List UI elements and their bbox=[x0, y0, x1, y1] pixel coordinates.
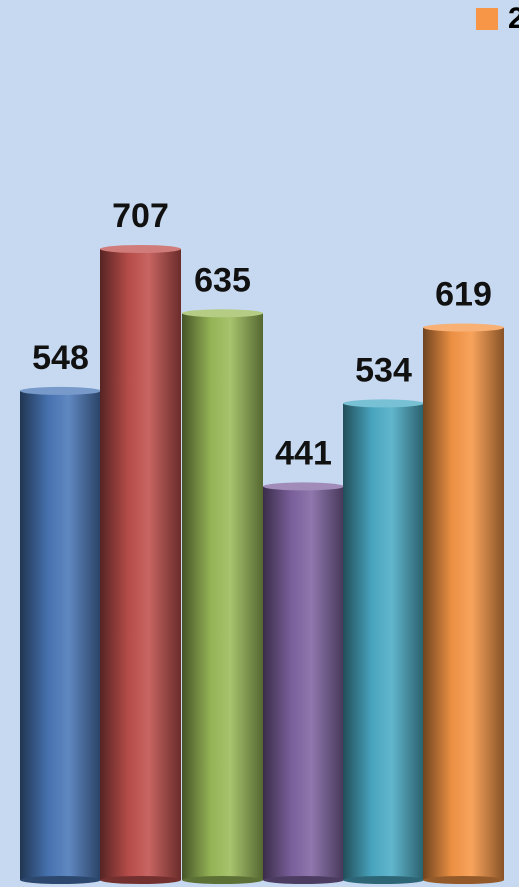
bar-group bbox=[20, 245, 504, 884]
bar-6-top bbox=[423, 323, 504, 332]
bar-5-top bbox=[343, 399, 424, 408]
bar-5-base bbox=[343, 876, 424, 884]
bar-1-base bbox=[20, 876, 101, 884]
bar-6-base bbox=[423, 876, 504, 884]
bar-3-base bbox=[182, 876, 263, 884]
data-label-3: 635 bbox=[194, 261, 251, 299]
bar-3 bbox=[182, 313, 263, 880]
data-label-6: 619 bbox=[435, 276, 492, 314]
bar-4-base bbox=[263, 876, 344, 884]
bar-4 bbox=[263, 486, 344, 880]
bar-2 bbox=[100, 249, 181, 880]
bar-2-base bbox=[100, 876, 181, 884]
bar-6 bbox=[423, 327, 504, 881]
legend-marker bbox=[476, 8, 498, 30]
data-label-5: 534 bbox=[355, 351, 412, 389]
data-label-4: 441 bbox=[275, 434, 332, 472]
data-label-group: 548 707 635 441 534 619 bbox=[32, 197, 492, 472]
data-label-1: 548 bbox=[32, 339, 89, 377]
bar-5 bbox=[343, 403, 424, 880]
bar-1 bbox=[20, 390, 101, 880]
data-label-2: 707 bbox=[112, 197, 169, 235]
bar-3-top bbox=[182, 309, 263, 318]
bar-4-top bbox=[263, 482, 344, 491]
legend-label: 2 bbox=[508, 2, 519, 35]
bar-1-top bbox=[20, 386, 101, 395]
bar-2-top bbox=[100, 245, 181, 254]
